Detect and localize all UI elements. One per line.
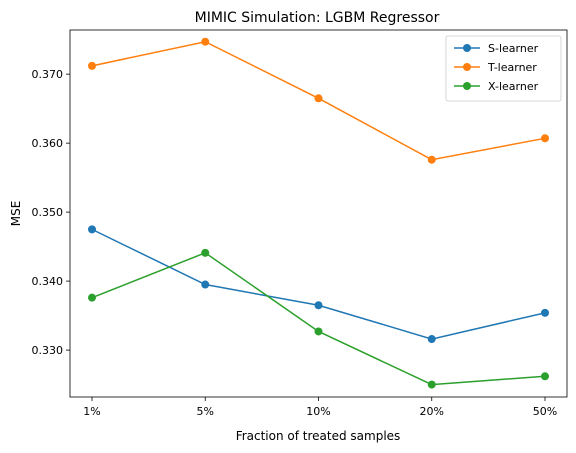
- chart-title: MIMIC Simulation: LGBM Regressor: [195, 10, 440, 26]
- legend-label: T-learner: [487, 61, 537, 74]
- series-line-s-learner: [92, 229, 545, 339]
- legend-marker-swatch: [463, 44, 471, 52]
- x-tick-label: 50%: [533, 405, 557, 418]
- x-axis-label: Fraction of treated samples: [236, 429, 401, 443]
- series-line-x-learner: [92, 253, 545, 385]
- data-point-s-learner: [201, 281, 209, 289]
- data-point-x-learner: [88, 294, 96, 302]
- x-tick-label: 10%: [306, 405, 330, 418]
- series-x-learner: [88, 249, 549, 389]
- data-point-t-learner: [315, 94, 323, 102]
- data-point-t-learner: [428, 156, 436, 164]
- y-axis-label: MSE: [9, 201, 23, 227]
- y-axis-ticks: 0.330 0.340 0.350 0.360 0.370: [32, 68, 71, 357]
- data-point-t-learner: [201, 38, 209, 46]
- data-point-x-learner: [541, 372, 549, 380]
- data-point-t-learner: [541, 134, 549, 142]
- data-point-x-learner: [315, 327, 323, 335]
- data-point-x-learner: [428, 381, 436, 389]
- y-tick-label: 0.370: [32, 68, 64, 81]
- legend: S-learner T-learner X-learner: [446, 36, 561, 101]
- legend-label: S-learner: [488, 42, 539, 55]
- data-point-x-learner: [201, 249, 209, 257]
- x-tick-label: 1%: [83, 405, 100, 418]
- legend-marker-swatch: [463, 82, 471, 90]
- y-tick-label: 0.360: [32, 137, 64, 150]
- data-point-s-learner: [428, 335, 436, 343]
- x-tick-label: 20%: [420, 405, 444, 418]
- data-point-s-learner: [88, 225, 96, 233]
- y-tick-label: 0.330: [32, 344, 64, 357]
- x-tick-label: 5%: [197, 405, 214, 418]
- data-point-s-learner: [541, 309, 549, 317]
- y-tick-label: 0.340: [32, 275, 64, 288]
- data-point-t-learner: [88, 62, 96, 70]
- series-s-learner: [88, 225, 549, 343]
- legend-label: X-learner: [488, 80, 539, 93]
- legend-marker-swatch: [463, 63, 471, 71]
- data-point-s-learner: [315, 301, 323, 309]
- x-axis-ticks: 1% 5% 10% 20% 50%: [83, 397, 557, 418]
- y-tick-label: 0.350: [32, 206, 64, 219]
